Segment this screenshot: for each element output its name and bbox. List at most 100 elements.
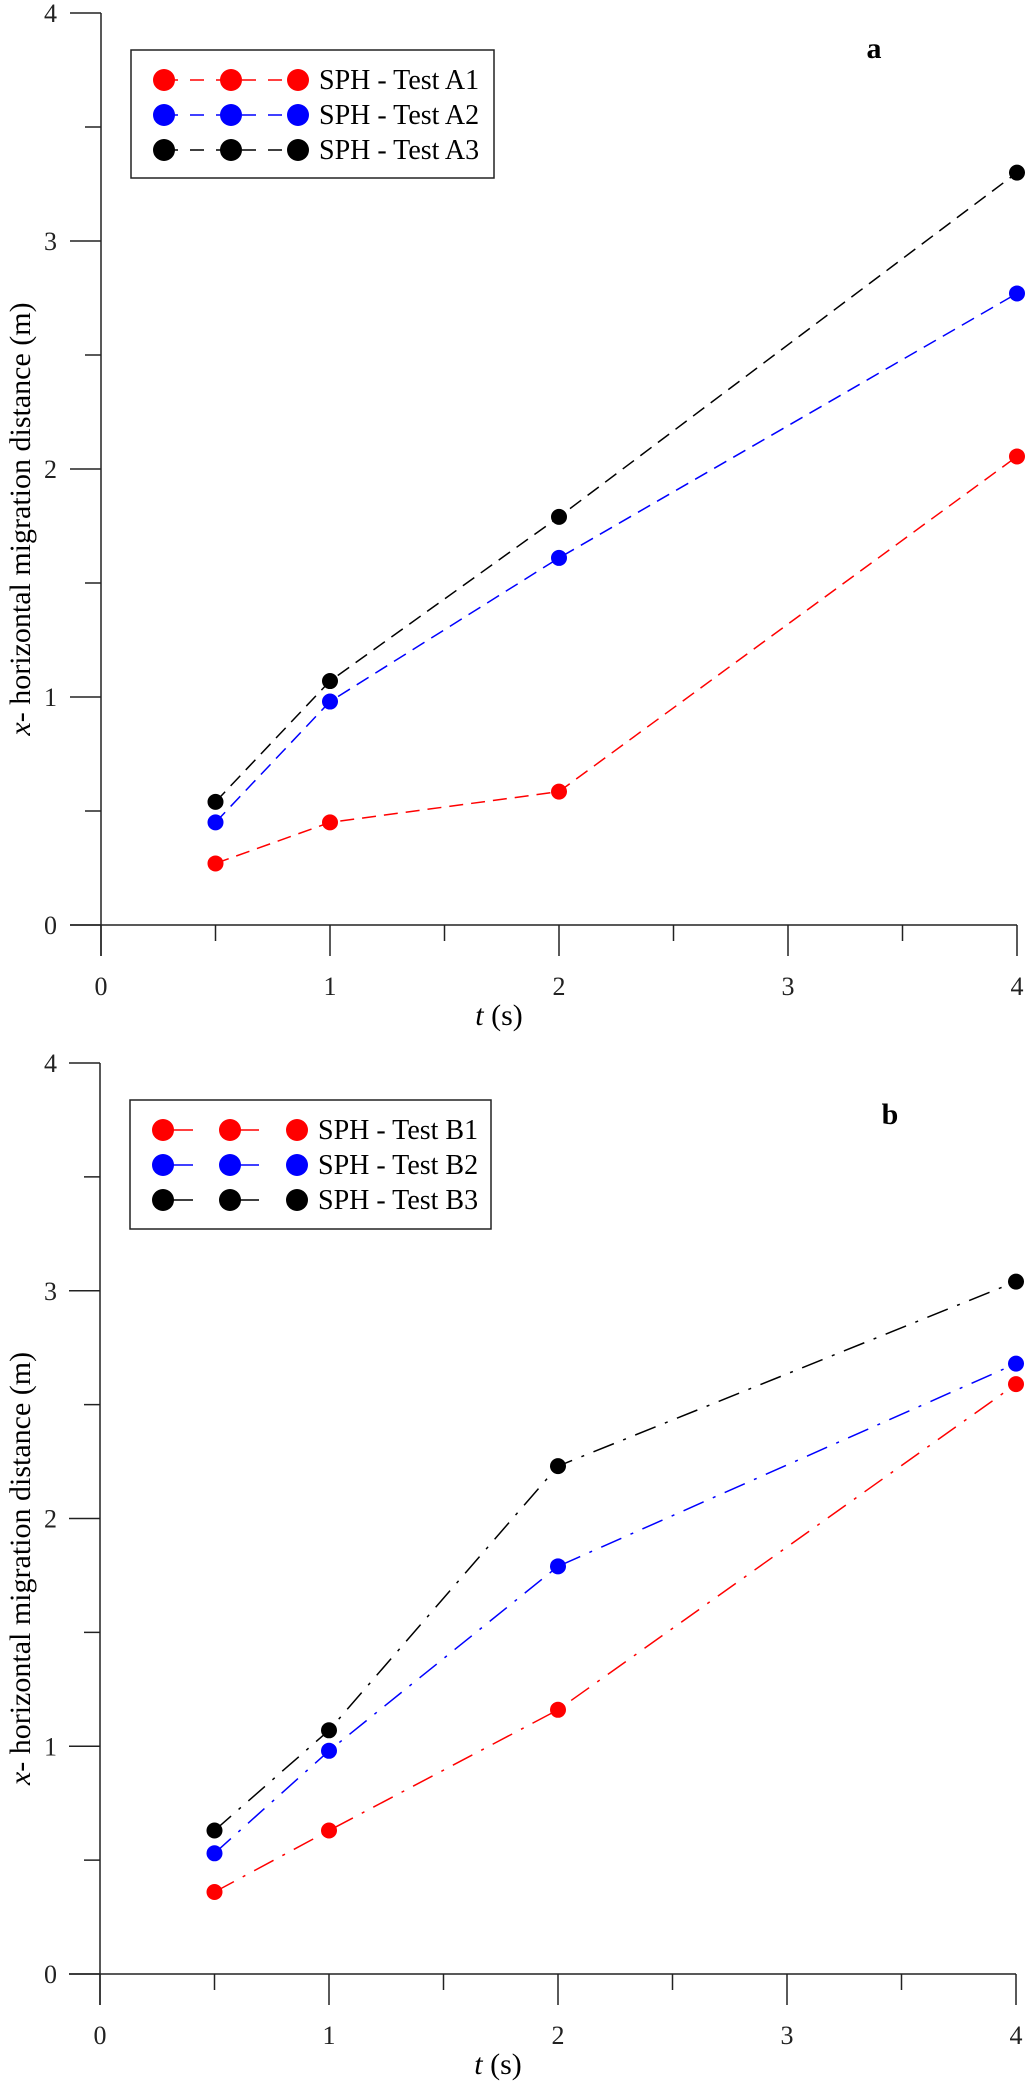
legend-item: SPH - Test B2 bbox=[152, 1150, 478, 1181]
legend: SPH - Test B1 SPH - Test B2 SPH - Test B3 bbox=[129, 1099, 492, 1230]
series-line bbox=[214, 292, 1018, 823]
chart-panel-b: 0 1 2 3 4 0 1 2 3 4 t (s) x- horizontal migration d… bbox=[4, 1049, 1024, 2081]
legend-marker bbox=[219, 1189, 241, 1211]
data-point bbox=[322, 693, 338, 710]
legend-marker bbox=[153, 139, 175, 161]
x-tick-label: 2 bbox=[552, 2021, 565, 2050]
x-tick-label: 0 bbox=[94, 2021, 107, 2050]
legend-marker bbox=[287, 69, 309, 91]
y-tick-label: 4 bbox=[44, 1049, 57, 1078]
data-point bbox=[321, 1822, 337, 1839]
legend-marker bbox=[219, 1154, 241, 1176]
legend-label: SPH - Test A3 bbox=[319, 135, 479, 166]
legend-marker bbox=[220, 139, 242, 161]
series-sph-test-b2 bbox=[206, 1355, 1024, 1862]
legend-marker bbox=[220, 69, 242, 91]
data-point bbox=[550, 1701, 566, 1718]
data-point bbox=[1008, 1273, 1024, 1290]
y-axis-label: x- horizontal migration distance (m) bbox=[4, 302, 37, 736]
series-sph-test-b3 bbox=[206, 1273, 1024, 1839]
legend-label: SPH - Test B1 bbox=[318, 1115, 478, 1146]
x-axis-label-unit: (s) bbox=[484, 999, 523, 1032]
data-point bbox=[322, 673, 338, 690]
legend-item: SPH - Test B1 bbox=[152, 1115, 478, 1146]
data-point bbox=[321, 1722, 337, 1739]
data-point bbox=[551, 549, 567, 566]
y-axis-label-rest: - horizontal migration distance (m) bbox=[4, 302, 37, 722]
legend-marker bbox=[219, 1119, 241, 1141]
x-tick-label: 3 bbox=[782, 972, 795, 1001]
data-point bbox=[322, 814, 338, 831]
y-tick-label: 0 bbox=[44, 911, 57, 940]
legend-marker bbox=[287, 104, 309, 126]
x-tick-label: 1 bbox=[324, 972, 337, 1001]
x-axis-label: t (s) bbox=[474, 2048, 522, 2081]
x-tick-label: 1 bbox=[323, 2021, 336, 2050]
legend-marker bbox=[286, 1189, 308, 1211]
x-axis-label: t (s) bbox=[475, 999, 523, 1032]
data-point bbox=[550, 1458, 566, 1475]
series-sph-test-a1 bbox=[207, 448, 1025, 872]
series-line bbox=[215, 455, 1018, 865]
x-tick-label: 4 bbox=[1010, 2021, 1023, 2050]
data-point bbox=[1009, 448, 1025, 465]
legend-marker bbox=[152, 1189, 174, 1211]
x-tick-label: 4 bbox=[1011, 972, 1024, 1001]
legend-label: SPH - Test B3 bbox=[318, 1185, 478, 1216]
data-point bbox=[551, 783, 567, 800]
x-tick-label: 0 bbox=[95, 972, 108, 1001]
y-axis-label-symbol: x bbox=[4, 722, 37, 737]
legend-marker bbox=[286, 1154, 308, 1176]
series-sph-test-b1 bbox=[206, 1376, 1024, 1901]
legend-box bbox=[130, 49, 495, 179]
y-axis-label-rest: - horizontal migration distance (m) bbox=[4, 1352, 37, 1772]
chart-panel-a: 0 1 2 3 4 0 1 2 3 4 t (s) x- horizontal migration d… bbox=[4, 0, 1025, 1032]
legend-marker bbox=[220, 104, 242, 126]
x-axis-label-symbol: t bbox=[474, 2048, 483, 2081]
data-point bbox=[207, 855, 224, 872]
legend-label: SPH - Test A2 bbox=[319, 100, 479, 131]
series-sph-test-a3 bbox=[207, 164, 1025, 810]
x-tick-label: 3 bbox=[781, 2021, 794, 2050]
data-point bbox=[550, 1558, 566, 1575]
data-point bbox=[206, 1845, 223, 1862]
legend-marker bbox=[153, 69, 175, 91]
legend-label: SPH - Test B2 bbox=[318, 1150, 478, 1181]
legend-item: SPH - Test A2 bbox=[153, 100, 479, 131]
legend-marker bbox=[287, 139, 309, 161]
legend-marker bbox=[286, 1119, 308, 1141]
legend: SPH - Test A1 SPH - Test A2 SPH - Test A3 bbox=[130, 49, 495, 179]
series-line bbox=[214, 1280, 1017, 1832]
series-line bbox=[214, 172, 1018, 803]
legend-label: SPH - Test A1 bbox=[319, 65, 479, 96]
x-axis-label-unit: (s) bbox=[483, 2048, 522, 2081]
y-tick-label: 3 bbox=[44, 1277, 57, 1306]
y-tick-label: 4 bbox=[44, 0, 57, 28]
data-point bbox=[207, 814, 224, 831]
y-tick-label: 2 bbox=[44, 1505, 57, 1534]
legend-marker bbox=[152, 1119, 174, 1141]
panel-label: a bbox=[867, 32, 882, 65]
y-tick-label: 1 bbox=[44, 1732, 57, 1761]
y-tick-label: 0 bbox=[44, 1960, 57, 1989]
series-line bbox=[213, 1362, 1017, 1854]
data-point bbox=[1008, 1355, 1024, 1372]
series-sph-test-a2 bbox=[207, 285, 1025, 831]
y-axis-label: x- horizontal migration distance (m) bbox=[4, 1352, 37, 1786]
y-tick-label: 2 bbox=[44, 455, 57, 484]
y-tick-label: 3 bbox=[44, 227, 57, 256]
x-axis-label-symbol: t bbox=[475, 999, 484, 1032]
legend-item: SPH - Test B3 bbox=[152, 1185, 478, 1216]
series-line bbox=[214, 1383, 1017, 1893]
data-point bbox=[207, 793, 224, 810]
x-tick-label: 2 bbox=[553, 972, 566, 1001]
panel-label: b bbox=[882, 1098, 899, 1131]
legend-marker bbox=[152, 1154, 174, 1176]
data-point bbox=[206, 1822, 223, 1839]
data-point bbox=[1008, 1376, 1024, 1393]
legend-item: SPH - Test A1 bbox=[153, 65, 479, 96]
data-point bbox=[321, 1742, 337, 1759]
data-point bbox=[551, 508, 567, 525]
data-point bbox=[206, 1884, 223, 1901]
